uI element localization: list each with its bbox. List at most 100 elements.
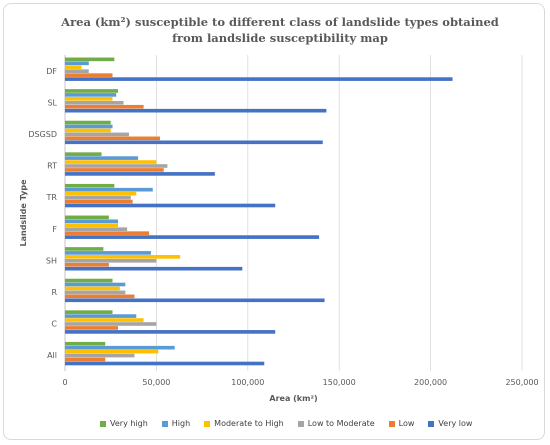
bar bbox=[65, 156, 139, 160]
bar bbox=[65, 258, 157, 263]
legend-label: Low bbox=[398, 419, 415, 428]
bar bbox=[65, 124, 113, 129]
legend-item: High bbox=[161, 419, 191, 428]
x-tick-label: 0 bbox=[62, 378, 67, 387]
y-tick-label: TR bbox=[46, 193, 58, 202]
bar bbox=[65, 231, 150, 235]
legend-label: Moderate to High bbox=[214, 419, 284, 428]
legend-item: Very high bbox=[100, 419, 148, 428]
bar bbox=[65, 330, 276, 334]
bar bbox=[65, 172, 215, 176]
bar bbox=[65, 310, 113, 314]
bar bbox=[65, 286, 120, 291]
legend-swatch bbox=[161, 420, 168, 427]
bar bbox=[65, 195, 131, 200]
bar bbox=[65, 227, 128, 232]
chart-title: Area (km²) susceptible to different clas… bbox=[61, 15, 499, 45]
bar bbox=[65, 255, 181, 259]
bar bbox=[65, 223, 119, 228]
legend-label: Low to Moderate bbox=[307, 419, 375, 428]
bar bbox=[65, 69, 89, 74]
bar bbox=[65, 128, 111, 133]
bar bbox=[65, 282, 126, 287]
bar bbox=[65, 326, 119, 330]
bar bbox=[65, 97, 113, 101]
x-tick-labels: 0 50,000 100,000 150,000 200,000 250,000 bbox=[62, 378, 538, 387]
bar bbox=[65, 235, 320, 239]
bar bbox=[65, 353, 135, 358]
bar bbox=[65, 278, 113, 283]
bar bbox=[65, 120, 111, 125]
legend-swatch bbox=[428, 420, 435, 427]
y-tick-label: DF bbox=[46, 67, 57, 76]
bar bbox=[65, 57, 115, 62]
legend-label: Very low bbox=[438, 419, 473, 428]
bar bbox=[65, 266, 243, 271]
x-tick-label: 100,000 bbox=[231, 378, 264, 387]
bar bbox=[65, 108, 327, 113]
bar bbox=[65, 349, 159, 354]
bar bbox=[65, 203, 276, 208]
bar bbox=[65, 247, 104, 251]
x-tick-label: 250,000 bbox=[505, 378, 538, 387]
legend-label: Very high bbox=[110, 419, 148, 428]
legend-swatch bbox=[100, 420, 106, 427]
bar bbox=[65, 290, 126, 295]
legend-item: Low bbox=[388, 419, 415, 428]
bar bbox=[65, 73, 113, 77]
bar bbox=[65, 294, 135, 299]
y-axis-title: Landslide Type bbox=[19, 179, 28, 247]
bar bbox=[65, 93, 117, 97]
legend-item: Low to Moderate bbox=[297, 419, 375, 428]
legend-label: High bbox=[171, 419, 191, 428]
bar bbox=[65, 251, 151, 255]
legend-swatch bbox=[204, 420, 211, 427]
bar bbox=[65, 77, 453, 81]
bar bbox=[65, 132, 129, 137]
bar bbox=[65, 341, 106, 346]
y-tick-label: SL bbox=[47, 98, 57, 107]
y-tick-label: F bbox=[52, 225, 57, 234]
bar bbox=[65, 65, 82, 70]
bar bbox=[65, 136, 161, 141]
legend-item: Moderate to High bbox=[204, 419, 284, 428]
bar bbox=[65, 199, 133, 204]
bar bbox=[65, 152, 102, 156]
bar bbox=[65, 215, 109, 220]
y-tick-label: C bbox=[51, 320, 57, 329]
bar bbox=[65, 314, 137, 318]
bar bbox=[65, 219, 119, 224]
bar bbox=[65, 357, 106, 362]
bar bbox=[65, 160, 157, 164]
bar bbox=[65, 345, 175, 350]
bar bbox=[65, 322, 157, 326]
x-tick-label: 200,000 bbox=[414, 378, 447, 387]
bar bbox=[65, 140, 323, 145]
bar bbox=[65, 100, 124, 105]
bar bbox=[65, 164, 168, 168]
x-tick-label: 150,000 bbox=[323, 378, 356, 387]
bar bbox=[65, 298, 325, 303]
bar bbox=[65, 61, 89, 66]
y-tick-label: SH bbox=[46, 256, 57, 265]
x-axis-title: Area (km²) bbox=[269, 394, 317, 403]
bar bbox=[65, 187, 153, 192]
y-tick-label: RT bbox=[47, 162, 57, 171]
legend-swatch bbox=[297, 420, 304, 427]
legend: Very high High Moderate to High Low to Mode… bbox=[100, 419, 500, 428]
legend-swatch bbox=[388, 420, 395, 427]
bar bbox=[65, 318, 144, 322]
bar bbox=[65, 361, 265, 366]
bar bbox=[65, 89, 119, 93]
y-tick-labels: DF SL DSGSD RT TR F SH R C All bbox=[28, 67, 57, 360]
bar bbox=[65, 262, 109, 267]
y-tick-label: All bbox=[47, 351, 57, 360]
legend-item: Very low bbox=[428, 419, 472, 428]
bar bbox=[65, 183, 115, 188]
bars bbox=[65, 57, 453, 366]
y-tick-label: DSGSD bbox=[28, 130, 57, 139]
y-tick-label: R bbox=[51, 288, 57, 297]
x-tick-label: 50,000 bbox=[142, 378, 170, 387]
bar bbox=[65, 168, 164, 172]
